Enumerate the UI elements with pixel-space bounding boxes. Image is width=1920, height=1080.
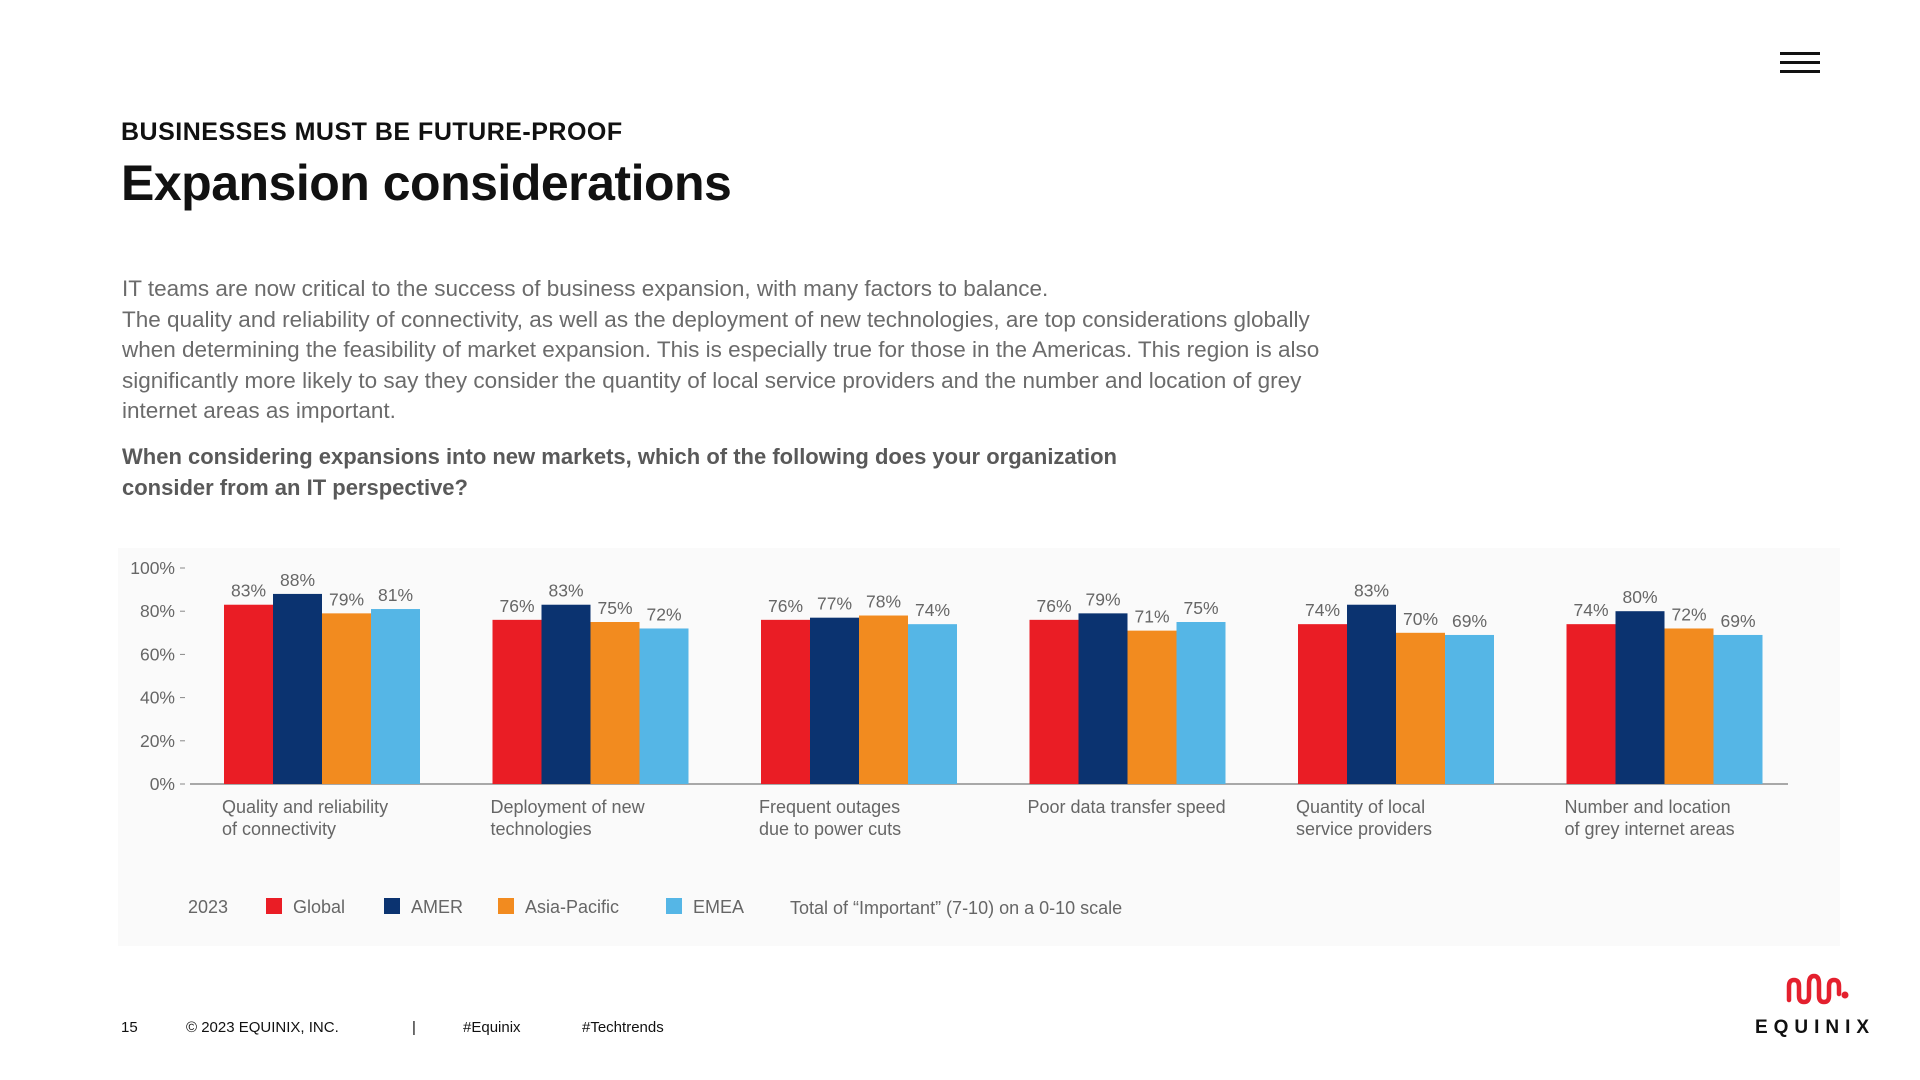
bar	[1445, 634, 1494, 784]
bar	[590, 622, 640, 784]
data-label: 72%	[1671, 604, 1706, 624]
bar	[224, 604, 273, 784]
bar	[1127, 630, 1177, 784]
data-label: 74%	[1305, 600, 1340, 620]
bar	[371, 609, 420, 784]
hashtag-equinix[interactable]: #Equinix	[463, 1019, 521, 1036]
logo-text: EQUINIX	[1755, 1017, 1875, 1038]
bar	[761, 619, 810, 784]
data-label: 69%	[1720, 611, 1755, 631]
x-tick-label: Quantity of local	[1296, 797, 1425, 817]
page-number: 15	[121, 1019, 138, 1036]
data-label: 74%	[915, 600, 950, 620]
data-label: 83%	[231, 581, 266, 601]
bar	[322, 613, 371, 784]
bar	[1298, 624, 1347, 784]
data-label: 75%	[597, 598, 632, 618]
y-tick-label: 40%	[140, 688, 175, 708]
data-label: 79%	[329, 589, 364, 609]
bar	[859, 615, 908, 784]
x-tick-label: Deployment of new	[491, 797, 646, 817]
legend-entry: EMEA	[693, 897, 744, 917]
footer-separator: |	[412, 1019, 416, 1036]
bar	[1664, 628, 1714, 784]
data-label: 83%	[548, 581, 583, 601]
x-tick-label: service providers	[1296, 819, 1432, 839]
bar	[810, 617, 859, 784]
data-label: 81%	[378, 585, 413, 605]
y-tick-label: 80%	[140, 601, 175, 621]
legend-swatch	[498, 898, 514, 914]
equinix-logo-icon: EQUINIX	[1755, 973, 1875, 1038]
data-label: 83%	[1354, 581, 1389, 601]
bar	[1566, 624, 1616, 784]
legend-note: Total of “Important” (7-10) on a 0-10 sc…	[790, 898, 1122, 918]
x-tick-label: Frequent outages	[759, 797, 900, 817]
x-tick-label: due to power cuts	[759, 819, 901, 839]
copyright: © 2023 EQUINIX, INC.	[186, 1019, 339, 1036]
legend-swatch	[384, 898, 400, 914]
bar	[1396, 632, 1445, 784]
data-label: 74%	[1573, 600, 1608, 620]
legend-entry: AMER	[411, 897, 463, 917]
menu-button[interactable]	[1780, 52, 1820, 74]
equinix-logo: EQUINIX	[1745, 970, 1885, 1040]
legend-swatch	[666, 898, 682, 914]
data-label: 78%	[866, 592, 901, 612]
bar	[492, 619, 542, 784]
data-label: 88%	[280, 570, 315, 590]
data-label: 75%	[1183, 598, 1218, 618]
data-label: 76%	[499, 596, 534, 616]
legend-year: 2023	[188, 897, 228, 917]
bar	[1176, 622, 1226, 784]
section-eyebrow: BUSINESSES MUST BE FUTURE-PROOF	[121, 118, 623, 146]
x-tick-label: of grey internet areas	[1565, 819, 1735, 839]
data-label: 70%	[1403, 609, 1438, 629]
legend-swatch	[266, 898, 282, 914]
bar	[639, 628, 689, 784]
x-tick-label: Poor data transfer speed	[1028, 797, 1226, 817]
bar	[1078, 613, 1128, 784]
data-label: 76%	[1036, 596, 1071, 616]
legend-entry: Asia-Pacific	[525, 897, 619, 917]
y-tick-label: 0%	[150, 774, 175, 794]
data-label: 69%	[1452, 611, 1487, 631]
legend-entry: Global	[293, 897, 345, 917]
x-tick-label: technologies	[491, 819, 592, 839]
bar	[1615, 611, 1665, 784]
x-tick-label: of connectivity	[222, 819, 336, 839]
intro-text: IT teams are now critical to the success…	[122, 274, 1362, 427]
bar	[273, 593, 322, 784]
data-label: 71%	[1134, 607, 1169, 627]
hashtag-techtrends[interactable]: #Techtrends	[582, 1019, 664, 1036]
bar	[1029, 619, 1079, 784]
data-label: 77%	[817, 594, 852, 614]
x-tick-label: Quality and reliability	[222, 797, 388, 817]
data-label: 72%	[646, 604, 681, 624]
data-label: 80%	[1622, 587, 1657, 607]
bar-chart: 100% 80% 60% 40% 20% 0% 83% 88% 79% 81% Quality an…	[130, 558, 1788, 918]
bar	[1347, 604, 1396, 784]
intro-paragraph-1: IT teams are now critical to the success…	[122, 276, 1049, 301]
intro-paragraph-2: The quality and reliability of connectiv…	[122, 306, 1320, 424]
survey-question: When considering expansions into new mar…	[122, 444, 1117, 500]
y-tick-label: 100%	[130, 558, 175, 578]
y-tick-label: 60%	[140, 644, 175, 664]
y-tick-label: 20%	[140, 731, 175, 751]
hamburger-menu-icon	[1780, 52, 1820, 55]
bar	[541, 604, 591, 784]
x-tick-label: Number and location	[1565, 797, 1731, 817]
data-label: 76%	[768, 596, 803, 616]
page-title: Expansion considerations	[121, 155, 732, 211]
bar	[1713, 634, 1763, 784]
chart-panel: 100% 80% 60% 40% 20% 0% 83% 88% 79% 81% Quality an…	[118, 548, 1840, 946]
bar	[908, 624, 957, 784]
data-label: 79%	[1085, 589, 1120, 609]
